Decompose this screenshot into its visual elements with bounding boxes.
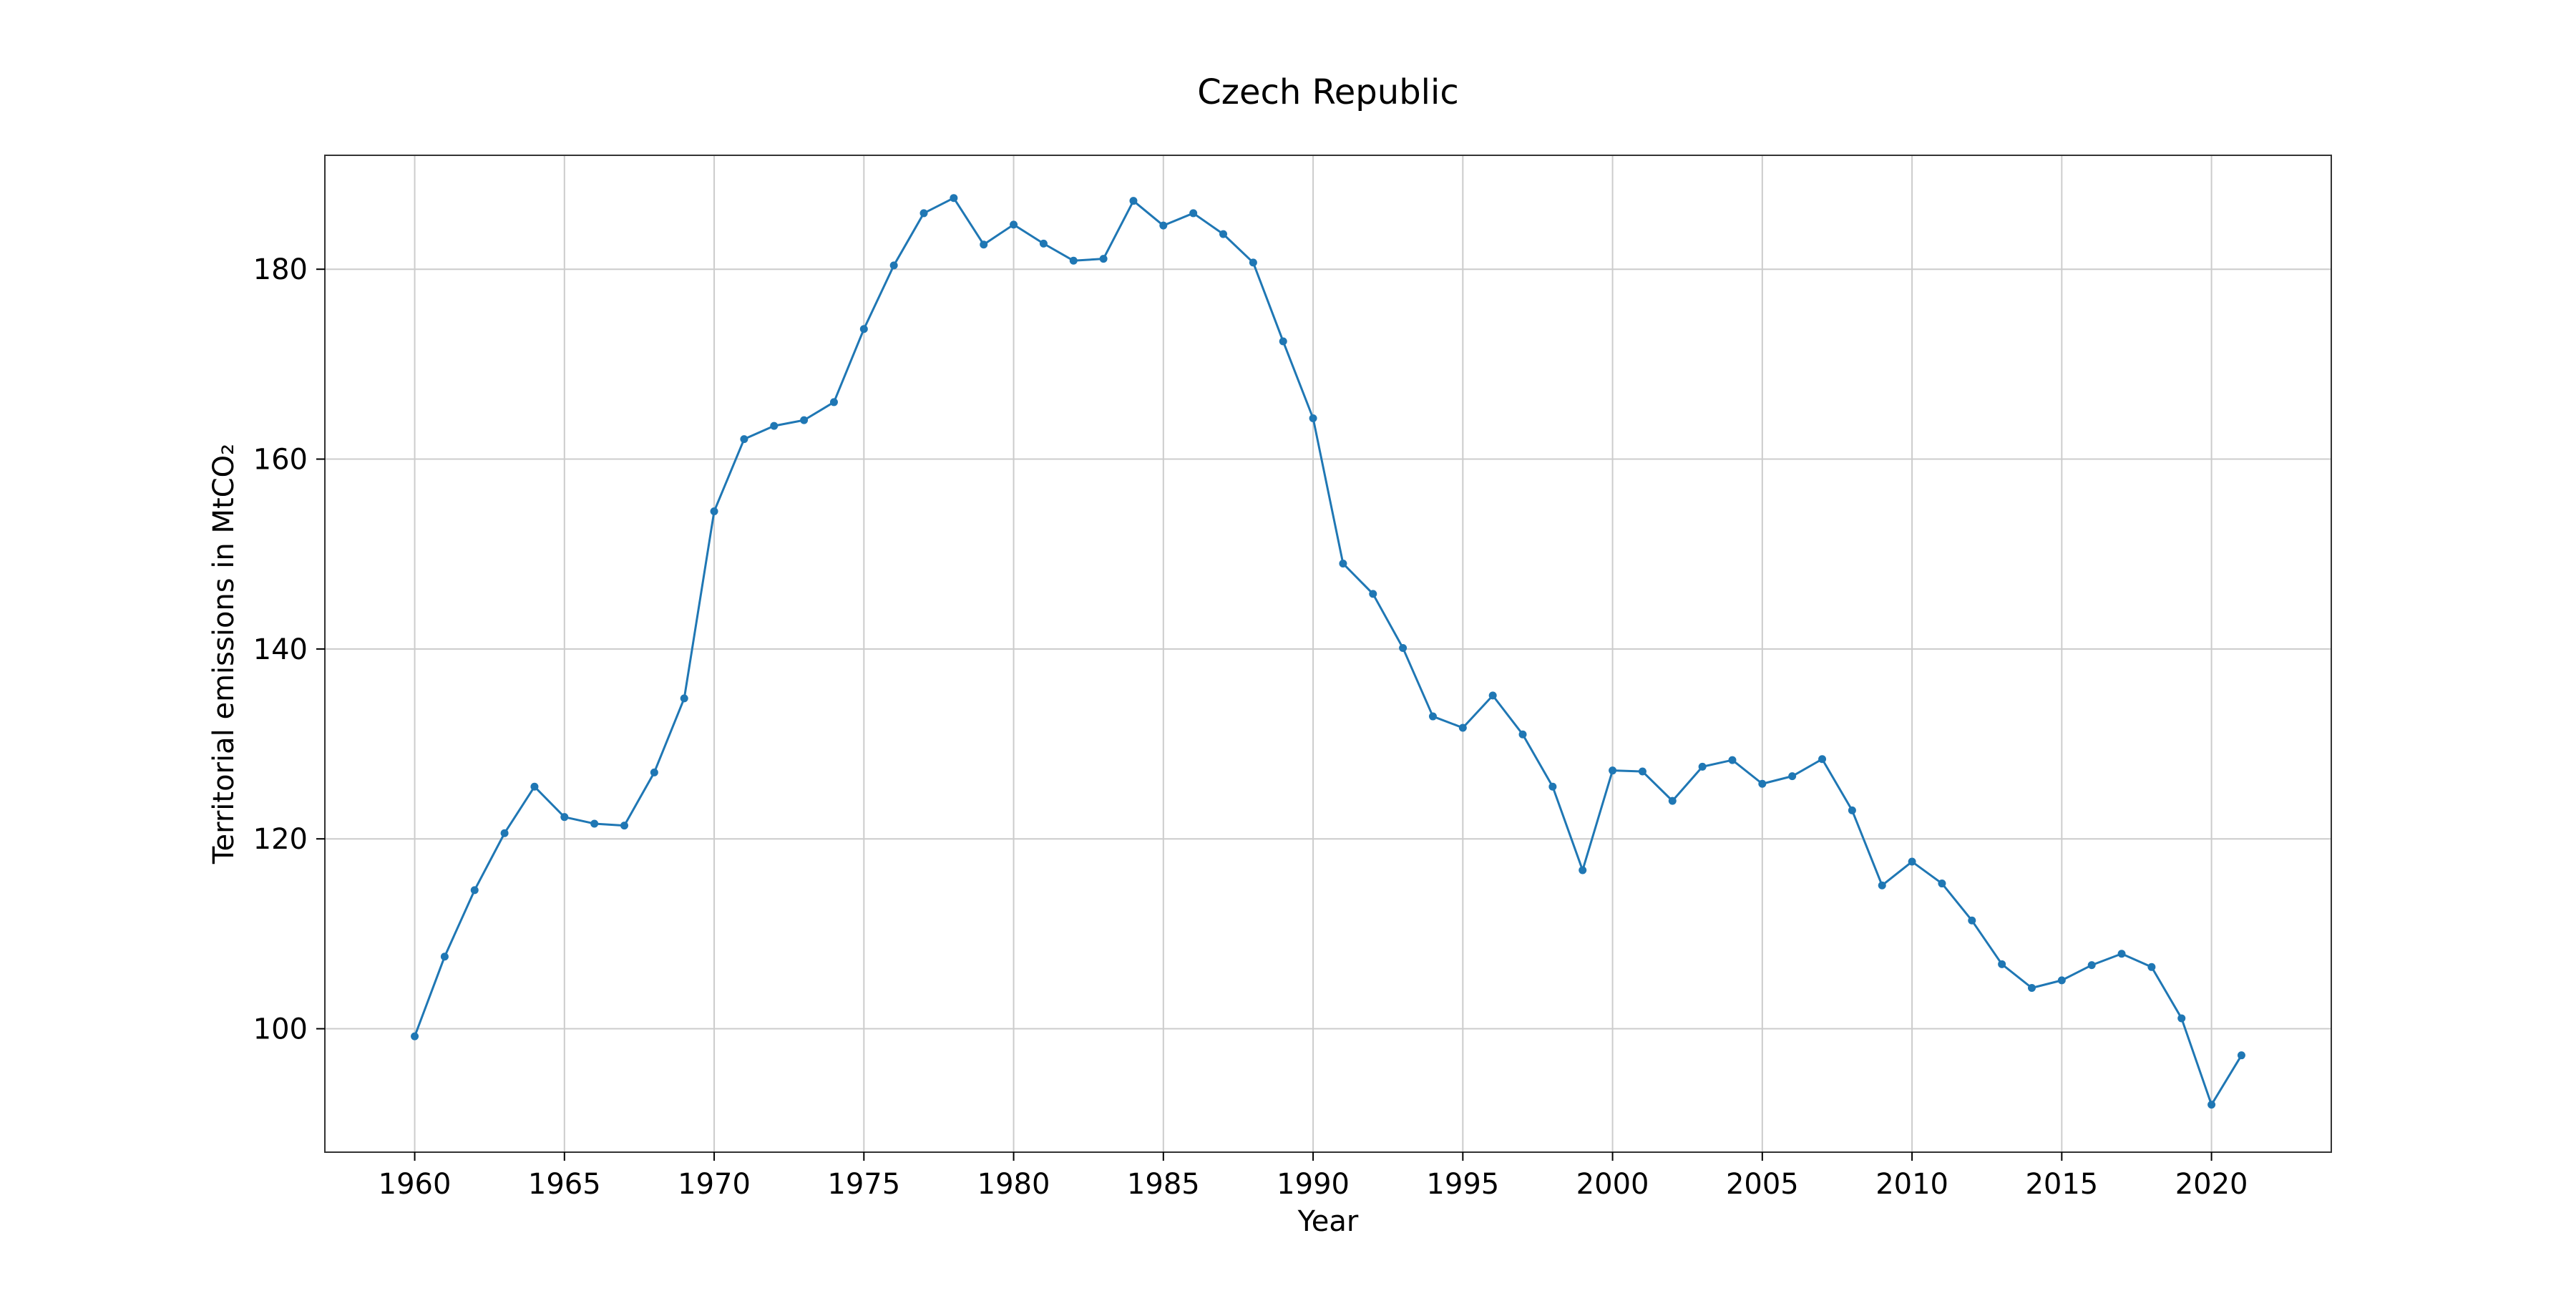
data-point (530, 782, 539, 791)
grid (325, 155, 2331, 1152)
data-point (740, 435, 748, 444)
data-point (440, 953, 449, 961)
x-axis-label: Year (1297, 1205, 1359, 1238)
data-point (1399, 644, 1407, 653)
data-point (1488, 691, 1497, 700)
data-point (1099, 255, 1108, 263)
data-point (1129, 197, 1138, 205)
data-point (1189, 209, 1198, 218)
data-point (411, 1032, 419, 1041)
data-point (1249, 258, 1257, 267)
data-point (889, 261, 898, 270)
data-point (1878, 881, 1886, 890)
x-tick-label: 2010 (1875, 1168, 1948, 1201)
y-tick-label: 180 (253, 253, 308, 286)
data-point (2057, 976, 2066, 985)
data-point (859, 325, 868, 333)
y-tick-label: 100 (253, 1013, 308, 1046)
data-point (1458, 724, 1467, 732)
data-point (980, 240, 988, 249)
data-point (1279, 337, 1287, 346)
data-point (1548, 782, 1557, 791)
data-point (1579, 866, 1587, 875)
data-point (1609, 766, 1617, 775)
data-point (1428, 712, 1437, 721)
x-tick-label: 1970 (678, 1168, 751, 1201)
data-point (680, 694, 688, 703)
x-axis: 1960 1965 1970 1975 1980 1985 1990 1995 2000 2005… (379, 1152, 2248, 1201)
data-point (919, 209, 928, 218)
data-point (1369, 590, 1377, 598)
data-point (590, 819, 599, 828)
data-point (1309, 414, 1317, 422)
data-point (829, 398, 838, 406)
data-point (2147, 963, 2156, 971)
data-point (1998, 960, 2006, 968)
data-point (2237, 1051, 2245, 1060)
y-tick-label: 120 (253, 823, 308, 856)
data-point (950, 194, 958, 203)
x-tick-label: 1985 (1127, 1168, 1200, 1201)
x-tick-label: 1990 (1277, 1168, 1350, 1201)
data-point (1788, 772, 1797, 781)
y-axis-label: Territorial emissions in MtCO₂ (208, 444, 240, 864)
data-point (1010, 220, 1018, 229)
x-tick-label: 1995 (1426, 1168, 1499, 1201)
data-point (560, 813, 569, 822)
data-point (1698, 762, 1707, 771)
data-point (1758, 779, 1767, 788)
y-tick-label: 140 (253, 633, 308, 666)
x-tick-label: 2020 (2175, 1168, 2248, 1201)
data-point (770, 422, 779, 430)
data-point (470, 886, 479, 895)
data-point (2207, 1101, 2216, 1109)
data-point (1728, 756, 1737, 764)
chart-title: Czech Republic (1197, 72, 1458, 112)
x-tick-label: 1965 (528, 1168, 601, 1201)
data-point (1668, 796, 1677, 805)
x-tick-label: 1975 (827, 1168, 900, 1201)
data-point (1069, 256, 1078, 265)
x-tick-label: 1980 (977, 1168, 1050, 1201)
data-point (2087, 961, 2096, 970)
data-point (1518, 730, 1527, 739)
data-point (2027, 983, 2036, 992)
x-tick-label: 2005 (1726, 1168, 1799, 1201)
data-point (1638, 767, 1646, 776)
x-tick-label: 2000 (1576, 1168, 1649, 1201)
data-point (2117, 950, 2126, 958)
data-point (1219, 230, 1228, 238)
data-point (620, 822, 629, 830)
data-point (1938, 880, 1946, 888)
y-tick-label: 160 (253, 444, 308, 477)
data-point (1039, 239, 1048, 248)
data-point (1908, 857, 1916, 866)
data-point (710, 507, 718, 515)
data-point (1848, 806, 1856, 814)
y-axis: 100 120 140 160 180 (253, 253, 325, 1046)
data-point (2177, 1014, 2186, 1023)
x-tick-label: 1960 (379, 1168, 452, 1201)
data-point (500, 829, 509, 837)
series-line (414, 197, 2243, 1106)
x-tick-label: 2015 (2025, 1168, 2098, 1201)
data-point (800, 416, 809, 424)
data-point (1159, 221, 1168, 230)
data-points (411, 194, 2245, 1109)
data-point (1968, 916, 1976, 925)
data-point (650, 768, 658, 776)
plot-area (324, 155, 2332, 1153)
data-point (1818, 755, 1827, 764)
data-point (1339, 559, 1347, 567)
